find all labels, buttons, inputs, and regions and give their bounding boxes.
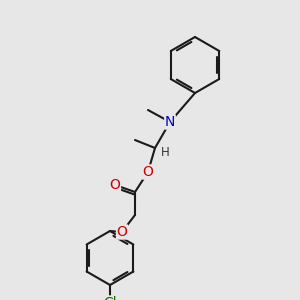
Text: O: O bbox=[117, 225, 128, 239]
Text: H: H bbox=[160, 146, 169, 160]
Text: Cl: Cl bbox=[103, 296, 117, 300]
Text: N: N bbox=[165, 115, 175, 129]
Text: O: O bbox=[142, 165, 153, 179]
Text: O: O bbox=[110, 178, 120, 192]
